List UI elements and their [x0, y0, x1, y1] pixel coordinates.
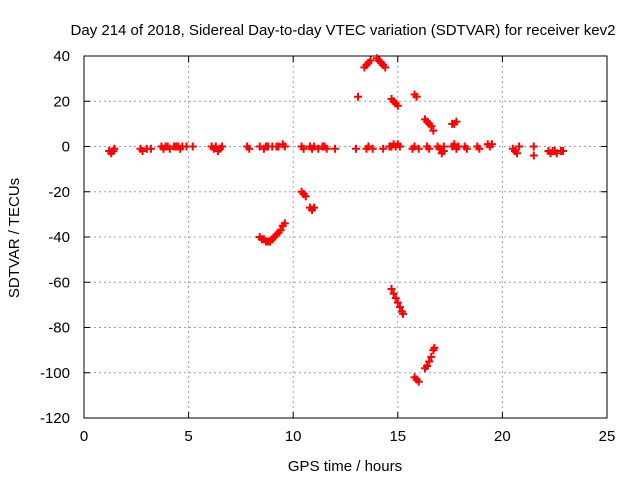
y-tick-label: -60 — [48, 274, 70, 291]
data-point — [529, 151, 538, 160]
y-tick-label: -120 — [40, 410, 70, 427]
data-point — [351, 144, 360, 153]
data-point — [366, 56, 375, 65]
data-point — [393, 298, 402, 307]
data-point — [331, 144, 340, 153]
data-point — [462, 144, 471, 153]
data-point — [165, 144, 174, 153]
data-point — [280, 219, 289, 228]
data-point — [439, 147, 448, 156]
data-point — [429, 126, 438, 135]
data-point — [381, 63, 390, 72]
y-axis-label: SDTVAR / TECUs — [6, 178, 23, 298]
data-point — [368, 144, 377, 153]
x-tick-label: 25 — [599, 428, 616, 445]
data-point — [110, 144, 119, 153]
data-points — [105, 54, 568, 386]
data-point — [354, 92, 363, 101]
data-point — [146, 144, 155, 153]
y-tick-label: -80 — [48, 320, 70, 337]
data-point — [414, 144, 423, 153]
y-tick-label: 0 — [62, 139, 70, 156]
data-point — [425, 144, 434, 153]
data-point — [310, 142, 319, 151]
data-point — [245, 144, 254, 153]
data-point — [515, 142, 524, 151]
data-point — [299, 144, 308, 153]
y-tick-label: -20 — [48, 184, 70, 201]
data-point — [188, 142, 197, 151]
chart-title: Day 214 of 2018, Sidereal Day-to-day VTE… — [71, 22, 616, 39]
data-point — [389, 289, 398, 298]
data-point — [427, 352, 436, 361]
data-point — [452, 117, 461, 126]
grid — [84, 56, 607, 418]
data-point — [395, 142, 404, 151]
data-point — [475, 144, 484, 153]
data-point — [387, 285, 396, 294]
data-point — [364, 142, 373, 151]
data-point — [529, 142, 538, 151]
data-point — [425, 357, 434, 366]
data-point — [430, 343, 439, 352]
data-point — [379, 144, 388, 153]
data-point — [410, 142, 419, 151]
x-tick-label: 15 — [389, 428, 406, 445]
x-axis-label: GPS time / hours — [288, 458, 402, 475]
data-point — [276, 226, 285, 235]
data-point — [412, 92, 421, 101]
data-point — [391, 294, 400, 303]
axis-ticks: 0 5 10 15 20 25 -120 -100 -80 -60 -40 -20 0 20 40 — [40, 48, 615, 445]
y-tick-label: -40 — [48, 229, 70, 246]
data-point — [427, 122, 436, 131]
x-tick-label: 20 — [494, 428, 511, 445]
y-tick-label: 20 — [53, 93, 70, 110]
data-point — [487, 140, 496, 149]
y-tick-label: 40 — [53, 48, 70, 65]
data-point — [310, 203, 319, 212]
data-point — [559, 147, 568, 156]
data-point — [450, 140, 459, 149]
y-tick-label: -100 — [40, 365, 70, 382]
x-tick-label: 0 — [80, 428, 88, 445]
data-point — [138, 147, 147, 156]
data-point — [423, 361, 432, 370]
data-point — [513, 149, 522, 158]
data-point — [301, 192, 310, 201]
data-point — [552, 149, 561, 158]
data-point — [435, 144, 444, 153]
x-tick-label: 5 — [184, 428, 192, 445]
data-point — [322, 144, 331, 153]
data-point — [399, 309, 408, 318]
data-point — [314, 144, 323, 153]
data-point — [393, 101, 402, 110]
data-point — [395, 303, 404, 312]
data-point — [280, 142, 289, 151]
x-tick-label: 10 — [285, 428, 302, 445]
data-point — [218, 142, 227, 151]
data-point — [414, 377, 423, 386]
